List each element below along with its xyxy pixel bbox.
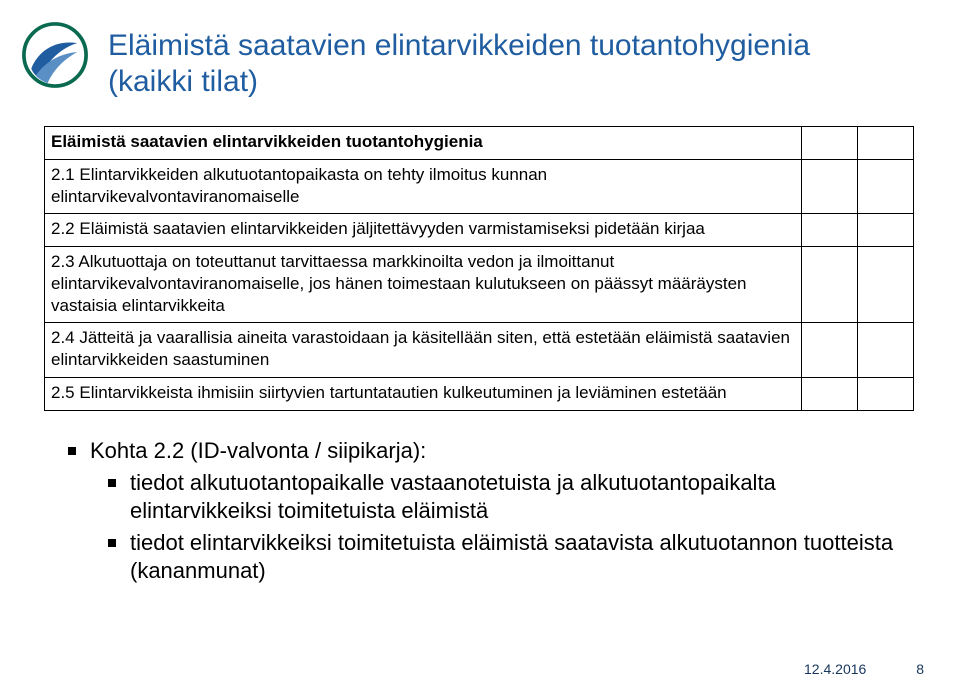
table-cell-empty (857, 247, 913, 323)
bullet-list: Kohta 2.2 (ID-valvonta / siipikarja): ti… (68, 437, 916, 586)
table-row: 2.2 Eläimistä saatavien elintarvikkeiden… (45, 214, 914, 247)
footer-page-number: 8 (916, 661, 924, 677)
bullet-level-2: tiedot alkutuotantopaikalle vastaanotetu… (108, 469, 916, 525)
bullet-level-2: tiedot elintarvikkeiksi toimitetuista el… (108, 529, 916, 585)
table-cell: 2.3 Alkutuottaja on toteuttanut tarvitta… (45, 247, 802, 323)
table-cell: 2.4 Jätteitä ja vaarallisia aineita vara… (45, 323, 802, 378)
table-cell-empty (801, 214, 857, 247)
table-cell-empty (857, 377, 913, 410)
table-cell: 2.1 Elintarvikkeiden alkutuotantopaikast… (45, 159, 802, 214)
table-cell-empty (801, 323, 857, 378)
footer-date: 12.4.2016 (804, 661, 866, 677)
table-cell-empty (857, 323, 913, 378)
table-cell-empty (801, 247, 857, 323)
table-cell-empty (857, 159, 913, 214)
slide-footer: 12.4.2016 8 (804, 661, 924, 677)
table-row: 2.3 Alkutuottaja on toteuttanut tarvitta… (45, 247, 914, 323)
table-cell-empty (801, 159, 857, 214)
brand-logo (18, 18, 92, 92)
table-cell-empty (857, 214, 913, 247)
slide-title: Eläimistä saatavien elintarvikkeiden tuo… (108, 28, 916, 100)
table-cell: 2.2 Eläimistä saatavien elintarvikkeiden… (45, 214, 802, 247)
requirements-table: Eläimistä saatavien elintarvikkeiden tuo… (44, 126, 914, 411)
table-row: 2.1 Elintarvikkeiden alkutuotantopaikast… (45, 159, 914, 214)
title-line-2: (kaikki tilat) (108, 64, 916, 100)
table-row: 2.5 Elintarvikkeista ihmisiin siirtyvien… (45, 377, 914, 410)
title-line-1: Eläimistä saatavien elintarvikkeiden tuo… (108, 28, 916, 64)
table-header-row: Eläimistä saatavien elintarvikkeiden tuo… (45, 127, 914, 160)
table-cell: 2.5 Elintarvikkeista ihmisiin siirtyvien… (45, 377, 802, 410)
table-cell-empty (801, 127, 857, 160)
table-row: 2.4 Jätteitä ja vaarallisia aineita vara… (45, 323, 914, 378)
table-cell-empty (857, 127, 913, 160)
table-header: Eläimistä saatavien elintarvikkeiden tuo… (45, 127, 802, 160)
bullet-level-1: Kohta 2.2 (ID-valvonta / siipikarja): (68, 437, 916, 465)
table-cell-empty (801, 377, 857, 410)
